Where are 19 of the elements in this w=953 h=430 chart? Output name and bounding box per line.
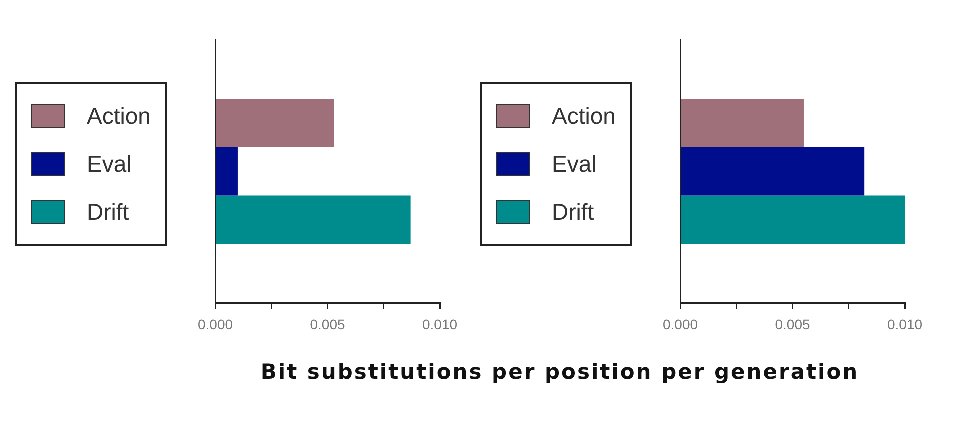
legend-label: Action <box>87 102 151 130</box>
bar <box>216 99 334 148</box>
x-tick-label: 0.000 <box>662 316 698 332</box>
x-tick-label: 0.005 <box>310 316 346 332</box>
legend-label: Action <box>552 102 616 130</box>
legend-label: Drift <box>87 198 130 226</box>
x-tick-label: 0.010 <box>887 316 923 332</box>
legend-label: Drift <box>552 198 594 226</box>
x-axis-title: Bit substitutions per position per generation <box>260 360 860 384</box>
bar <box>216 147 238 196</box>
bar <box>216 196 411 244</box>
bar <box>681 147 865 196</box>
legend-label: Eval <box>552 150 597 178</box>
x-tick-label: 0.010 <box>422 316 458 332</box>
bar <box>681 99 804 148</box>
legend-label: Eval <box>87 150 132 178</box>
bar <box>681 196 905 244</box>
x-tick-label: 0.000 <box>198 316 234 332</box>
x-tick-label: 0.005 <box>775 316 810 332</box>
